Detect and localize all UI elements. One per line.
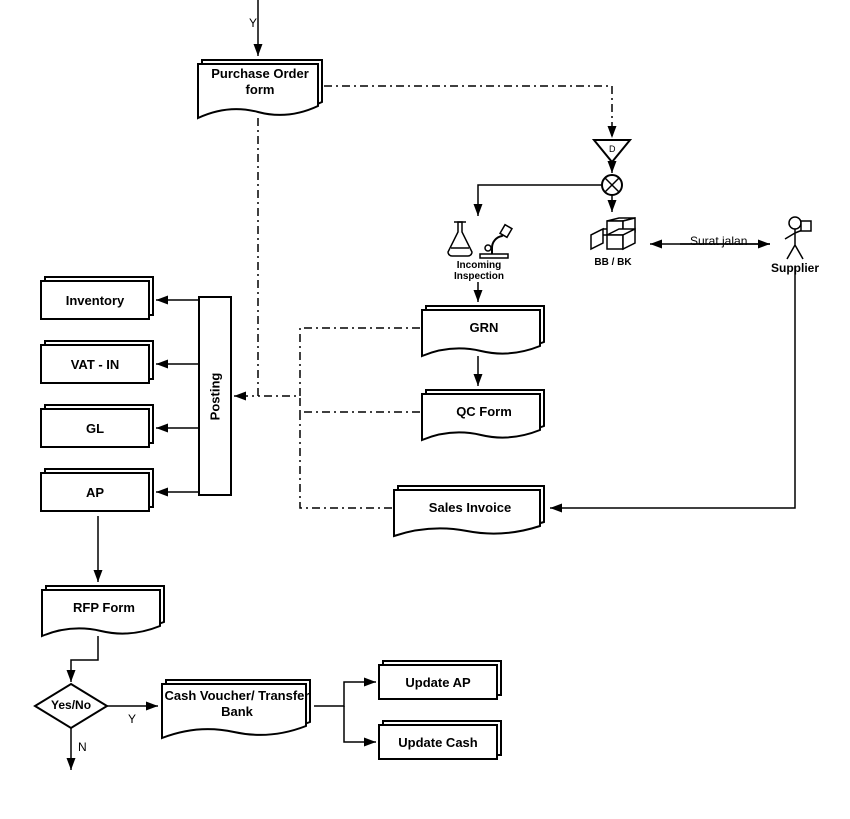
update-ap-box: Update AP bbox=[378, 664, 498, 700]
posting-box: Posting bbox=[198, 296, 232, 496]
cash-voucher-doc: Cash Voucher/ Transfer Bank bbox=[160, 678, 314, 738]
entry-y-label: Y bbox=[249, 16, 257, 30]
flask-microscope-icon bbox=[444, 218, 514, 260]
posting-label: Posting bbox=[208, 372, 223, 420]
purchase-order-label: Purchase Order form bbox=[196, 66, 324, 97]
supplier-node: Supplier bbox=[775, 210, 815, 280]
inventory-box: Inventory bbox=[40, 280, 150, 320]
grn-label: GRN bbox=[420, 320, 548, 335]
vat-in-box: VAT - IN bbox=[40, 344, 150, 384]
rfp-form-label: RFP Form bbox=[40, 600, 168, 615]
bb-bk-node: BB / BK bbox=[582, 214, 644, 270]
update-ap-label: Update AP bbox=[405, 675, 470, 690]
surat-jalan-label: Surat jalan bbox=[690, 234, 747, 248]
purchase-order-doc: Purchase Order form bbox=[196, 58, 324, 118]
n-branch-label: N bbox=[78, 740, 87, 754]
boxes-icon bbox=[583, 217, 643, 257]
ap-label: AP bbox=[86, 485, 104, 500]
cash-voucher-label: Cash Voucher/ Transfer Bank bbox=[160, 688, 314, 719]
grn-doc: GRN bbox=[420, 304, 548, 356]
rfp-form-doc: RFP Form bbox=[40, 584, 168, 636]
incoming-inspection-label: Incoming Inspection bbox=[434, 260, 524, 282]
y-branch-label: Y bbox=[128, 712, 136, 726]
ap-box: AP bbox=[40, 472, 150, 512]
gl-box: GL bbox=[40, 408, 150, 448]
yes-no-label: Yes/No bbox=[51, 698, 91, 712]
qc-form-label: QC Form bbox=[420, 404, 548, 419]
gl-label: GL bbox=[86, 421, 104, 436]
vat-in-label: VAT - IN bbox=[71, 357, 120, 372]
person-icon bbox=[777, 215, 813, 261]
delay-label: D bbox=[609, 144, 616, 154]
inventory-label: Inventory bbox=[66, 293, 125, 308]
supplier-label: Supplier bbox=[771, 261, 819, 275]
incoming-inspection-node: Incoming Inspection bbox=[436, 218, 522, 282]
sales-invoice-label: Sales Invoice bbox=[392, 500, 548, 515]
qc-form-doc: QC Form bbox=[420, 388, 548, 440]
update-cash-label: Update Cash bbox=[398, 735, 477, 750]
update-cash-box: Update Cash bbox=[378, 724, 498, 760]
bb-bk-label: BB / BK bbox=[594, 257, 631, 268]
sales-invoice-doc: Sales Invoice bbox=[392, 484, 548, 536]
